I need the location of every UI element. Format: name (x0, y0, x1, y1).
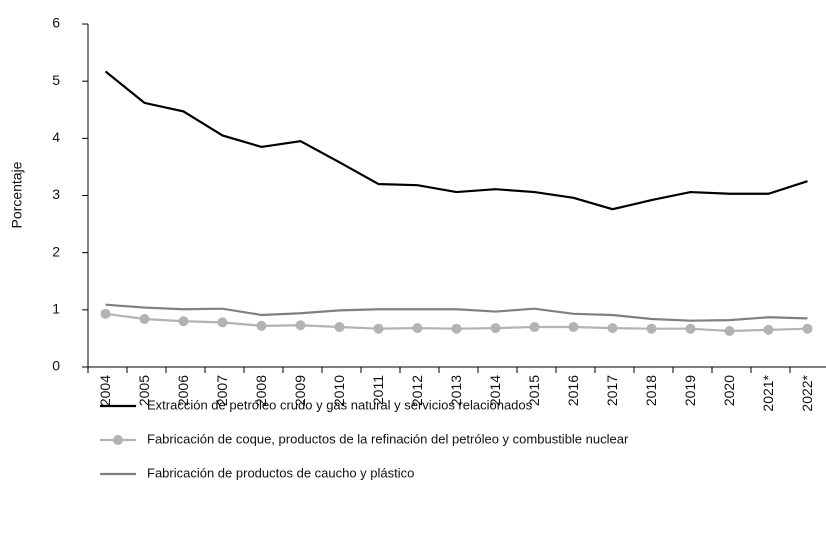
x-tick-label: 2020 (721, 375, 737, 406)
marker (100, 308, 111, 319)
x-tick-label: 2016 (565, 375, 581, 406)
x-tick-label: 2012 (409, 375, 425, 406)
legend-label: Fabricación de coque, productos de la re… (147, 431, 629, 446)
x-tick-label: 2006 (175, 375, 191, 406)
marker (217, 317, 228, 328)
marker (529, 321, 540, 332)
x-tick-label: 2019 (682, 375, 698, 406)
x-tick-label: 2015 (526, 375, 542, 406)
marker (256, 320, 267, 331)
x-tick-label: 2013 (448, 375, 464, 406)
x-tick-label: 2022* (799, 374, 815, 411)
x-tick-label: 2011 (370, 375, 386, 405)
x-tick-label: 2021* (760, 374, 776, 411)
x-tick-label: 2004 (97, 375, 113, 406)
legend-label: Extracción de petróleo crudo y gas natur… (147, 397, 533, 412)
y-axis-label: Porcentaje (9, 161, 25, 228)
marker (607, 323, 618, 334)
y-tick-label: 1 (52, 301, 60, 317)
y-tick-label: 5 (52, 72, 60, 88)
x-tick-label: 2007 (214, 375, 230, 406)
marker (568, 321, 579, 332)
marker (334, 321, 345, 332)
line (105, 303, 808, 322)
x-tick-label: 2005 (136, 375, 152, 406)
marker (373, 323, 384, 334)
x-tick-label: 2009 (292, 375, 308, 406)
legend-marker (113, 435, 123, 445)
marker (802, 323, 813, 334)
marker (685, 323, 696, 334)
x-tick-label: 2008 (253, 375, 269, 406)
marker (412, 323, 423, 334)
y-tick-label: 2 (52, 243, 60, 259)
y-tick-label: 4 (52, 129, 60, 145)
marker (178, 316, 189, 327)
marker (451, 323, 462, 334)
x-tick-label: 2014 (487, 375, 503, 406)
x-tick-label: 2017 (604, 375, 620, 406)
y-tick-label: 6 (52, 15, 60, 31)
y-tick-label: 0 (52, 358, 60, 374)
marker (139, 313, 150, 324)
marker (646, 323, 657, 334)
x-tick-label: 2010 (331, 375, 347, 406)
marker (763, 324, 774, 335)
legend-label: Fabricación de productos de caucho y plá… (147, 465, 414, 480)
marker (490, 323, 501, 334)
y-tick-label: 3 (52, 186, 60, 202)
x-tick-label: 2018 (643, 375, 659, 406)
marker (295, 320, 306, 331)
line (104, 70, 808, 211)
marker (724, 325, 735, 336)
